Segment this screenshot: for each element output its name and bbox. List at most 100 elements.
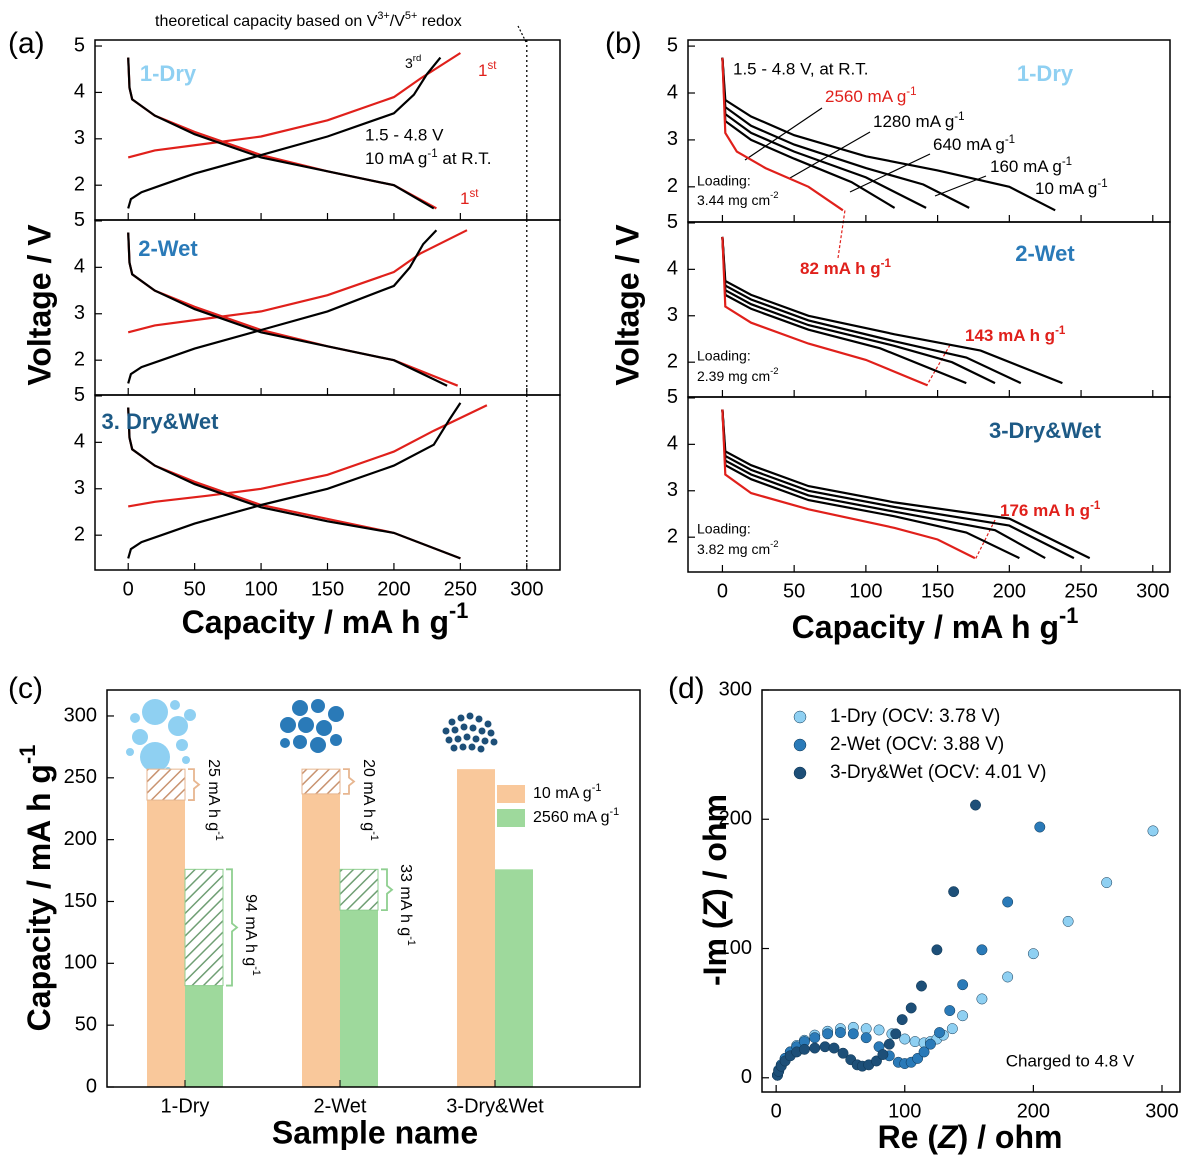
- annotation: Loading:: [697, 521, 751, 537]
- y-tick-label: 300: [719, 678, 752, 700]
- y-axis-label: -Im (Z) / ohm: [697, 794, 733, 986]
- x-tick-label: 50: [184, 578, 206, 600]
- annotation: 176 mA h g-1: [1000, 500, 1101, 520]
- annotation: 10 mA g-1 at R.T.: [365, 148, 492, 168]
- plot-frame: [106, 689, 641, 1088]
- leader-lines: [517, 25, 996, 561]
- y-axis-label: Capacity / mA h g-1: [15, 745, 57, 1032]
- y-tick-label: 50: [75, 1013, 97, 1035]
- superscript: -1: [250, 966, 262, 976]
- difference-bracket: [226, 868, 239, 987]
- text-part: 3.82 mg cm: [697, 541, 770, 557]
- y-tick-label: 100: [719, 937, 752, 959]
- annotation: 3.44 mg cm-2: [697, 190, 779, 208]
- y-tick-label: 5: [74, 384, 85, 406]
- annotation: 640 mA g-1: [933, 134, 1015, 154]
- y-tick-label: 2: [74, 348, 85, 370]
- point: [934, 1027, 945, 1038]
- y-tick-label: 4: [74, 431, 85, 453]
- y-tick-label: 150: [64, 890, 97, 912]
- annotation: 82 mA h g-1: [800, 258, 891, 278]
- annotation: 3rd: [405, 53, 421, 71]
- x-axis-label: Capacity / mA h g-1: [182, 598, 469, 640]
- superscript: -1: [15, 745, 40, 764]
- superscript: -1: [368, 831, 380, 841]
- text-part: Re (: [878, 1119, 939, 1155]
- annotation: 1st: [478, 60, 497, 80]
- x-tick-label: 100: [849, 580, 882, 602]
- text-part: 25 mA h g: [205, 759, 222, 831]
- annotation: 10 mA g-1: [1035, 178, 1108, 198]
- text-part: ) / ohm: [958, 1119, 1063, 1155]
- y-tick-label: 100: [64, 952, 97, 974]
- difference-hatch: [339, 868, 379, 911]
- reference-label: theoretical capacity based on V3+/V5+ re…: [155, 10, 462, 30]
- text-part: 94 mA h g: [242, 894, 259, 966]
- x-tick-label: 250: [1064, 580, 1097, 602]
- legend-label: 1-Dry (OCV: 3.78 V): [830, 706, 1000, 727]
- annotation: 1280 mA g-1: [873, 111, 965, 131]
- text-part: ) / ohm: [697, 794, 733, 899]
- superscript: -1: [1059, 603, 1078, 628]
- superscript: -1: [1062, 156, 1072, 168]
- curve: [127, 232, 448, 387]
- legend-marker: [793, 710, 807, 724]
- y-tick-label: 200: [719, 808, 752, 830]
- text-part: 3: [405, 55, 413, 71]
- x-axis-label: Re (Z) / ohm: [878, 1119, 1063, 1155]
- annotation: 2.39 mg cm-2: [697, 366, 779, 384]
- legend-label: 2560 mA g-1: [533, 806, 619, 826]
- point: [847, 1028, 859, 1040]
- point: [798, 1043, 810, 1055]
- plot-frame: [94, 394, 561, 571]
- point: [957, 1010, 969, 1022]
- curve: [127, 229, 438, 384]
- point: [877, 1049, 889, 1060]
- y-axis-label: Voltage / V: [609, 224, 645, 386]
- y-axis-label: Voltage / V: [21, 224, 57, 386]
- y-tick-label: 3: [74, 127, 85, 149]
- point: [1034, 821, 1046, 833]
- point: [822, 1028, 834, 1040]
- superscript: -1: [881, 258, 892, 270]
- x-tick-label: 2-Wet: [314, 1095, 367, 1117]
- panel-label: (a): [8, 27, 45, 60]
- point: [909, 1036, 921, 1048]
- text-part: 143 mA h g: [965, 326, 1055, 345]
- x-tick-label: 0: [771, 1100, 782, 1122]
- y-tick-label: 2: [74, 523, 85, 545]
- point: [925, 1038, 936, 1050]
- difference-label: 25 mA h g-1: [205, 759, 225, 841]
- curve: [127, 56, 442, 209]
- x-tick-label: 300: [1145, 1100, 1178, 1122]
- superscript: st: [469, 188, 479, 200]
- legend-label: 2-Wet (OCV: 3.88 V): [830, 734, 1004, 755]
- point: [1062, 915, 1074, 927]
- y-tick-label: 2: [74, 173, 85, 195]
- point: [931, 944, 943, 956]
- text-part: 20 mA h g: [360, 759, 377, 831]
- text-part: 10 mA g: [1035, 179, 1097, 198]
- point: [970, 799, 981, 811]
- point: [918, 1046, 930, 1058]
- annotation: 1-Dry: [1017, 61, 1074, 86]
- annotation: 1-Dry: [140, 61, 197, 86]
- y-tick-label: 300: [64, 704, 97, 726]
- legend-label: 3-Dry&Wet (OCV: 4.01 V): [830, 762, 1046, 783]
- text-part: 10 mA g: [365, 149, 427, 168]
- annotation: Loading:: [697, 348, 751, 364]
- text-part: 1: [478, 61, 487, 80]
- text-part: Capacity / mA h g: [21, 764, 57, 1031]
- x-axis-label: Sample name: [272, 1114, 478, 1150]
- bar: [185, 985, 223, 1087]
- superscript: -1: [954, 111, 964, 123]
- text-part: 3.44 mg cm: [697, 192, 770, 208]
- superscript: -2: [770, 190, 778, 201]
- x-tick-label: 150: [311, 578, 344, 600]
- annotation: Charged to 4.8 V: [1006, 1051, 1135, 1070]
- superscript: -2: [770, 539, 778, 550]
- legend-label: 10 mA g-1: [533, 782, 601, 802]
- annotation: 2-Wet: [1015, 241, 1075, 266]
- annotation: 2-Wet: [138, 236, 198, 261]
